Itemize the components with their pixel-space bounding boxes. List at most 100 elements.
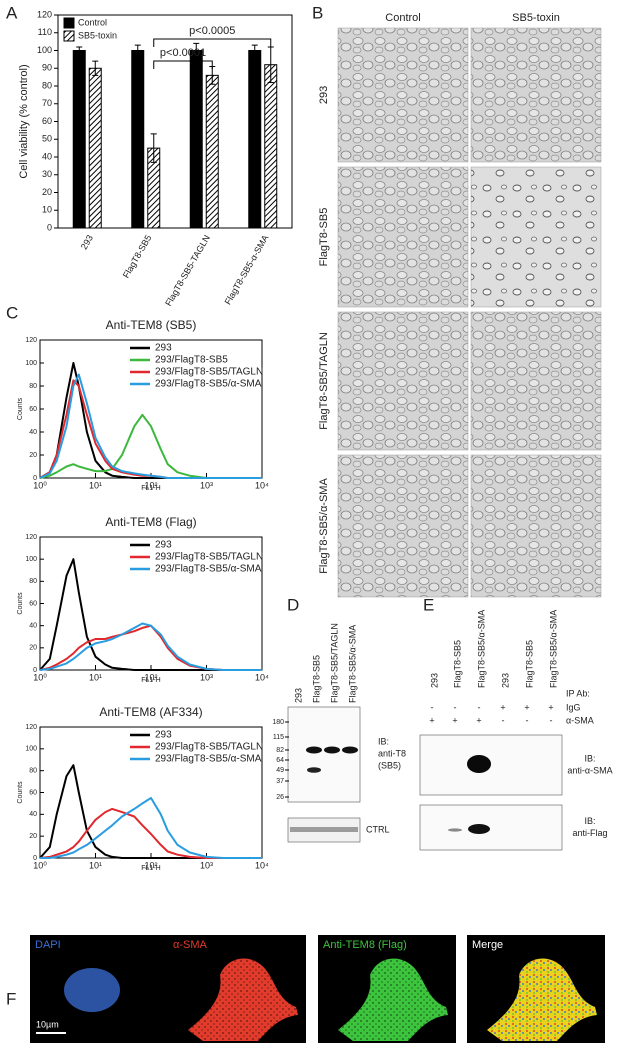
- mw-marker: 115: [273, 734, 284, 741]
- band: [468, 824, 490, 834]
- lane-label: FlagT8-SB5/α-SMA: [548, 610, 558, 688]
- legend-swatch: [63, 30, 75, 42]
- error-bar: [251, 44, 258, 57]
- x-tick-label: 10⁴: [255, 480, 269, 490]
- y-tick-label: 80: [42, 80, 52, 90]
- error-bar: [150, 133, 157, 163]
- ib-label: IB:: [378, 736, 389, 746]
- sign: +: [500, 702, 505, 712]
- chart-title: Anti-TEM8 (SB5): [106, 318, 197, 332]
- y-tick-label: 20: [29, 833, 37, 840]
- column-header: Control: [385, 12, 420, 24]
- bar: [72, 50, 86, 229]
- sign: -: [431, 702, 434, 712]
- legend-swatch: [63, 17, 75, 29]
- error-bar: [134, 44, 141, 57]
- band: [324, 746, 340, 754]
- histogram-line: [39, 622, 262, 671]
- lane-label: FlagT8-SB5/TAGLN: [329, 623, 339, 703]
- plot-frame: [39, 339, 263, 479]
- y-tick-label: 80: [29, 383, 37, 390]
- row-label: α-SMA: [566, 715, 594, 725]
- legend-label: SB5-toxin: [78, 30, 117, 40]
- y-tick-label: 40: [42, 151, 52, 161]
- y-tick-label: 100: [37, 45, 52, 55]
- band: [306, 746, 322, 754]
- row-label: 293: [318, 86, 330, 104]
- y-tick-label: 120: [25, 337, 37, 344]
- y-tick-label: 50: [42, 134, 52, 144]
- y-tick-label: 60: [29, 600, 37, 607]
- x-tick-label: FlagT8-SB5-TAGLN: [163, 233, 212, 308]
- y-tick-label: 120: [25, 534, 37, 541]
- y-tick-label: 120: [25, 724, 37, 731]
- legend-label: 293/FlagT8-SB5/TAGLN: [155, 367, 263, 378]
- band: [467, 755, 491, 773]
- x-tick-label: 10⁰: [33, 672, 47, 682]
- ib-label: IB:: [584, 753, 595, 763]
- y-tick-label: 20: [42, 187, 52, 197]
- nucleus: [64, 968, 120, 1012]
- y-axis-label: Counts: [17, 781, 24, 804]
- lane-label: FlagT8-SB5: [452, 640, 462, 688]
- micrograph: [337, 166, 469, 308]
- y-tick-label: 80: [29, 578, 37, 585]
- channel-label: Merge: [472, 939, 503, 951]
- micrograph: [470, 454, 602, 598]
- x-tick-label: 10²: [144, 480, 157, 490]
- histogram-line: [39, 558, 262, 671]
- lane-label: FlagT8-SB5: [524, 640, 534, 688]
- y-axis-label: Counts: [17, 397, 24, 420]
- x-tick-label: 10²: [144, 672, 157, 682]
- mw-marker: 180: [272, 719, 284, 726]
- x-tick-label: 10¹: [89, 672, 102, 682]
- band: [448, 828, 462, 832]
- band: [290, 827, 358, 832]
- panel-letter: A: [6, 3, 18, 22]
- row-label: FlagT8-SB5/TAGLN: [318, 332, 330, 430]
- band: [342, 746, 358, 754]
- ip-label: IP Ab:: [566, 688, 590, 698]
- y-tick-label: 60: [42, 116, 52, 126]
- panel-letter: B: [312, 3, 323, 22]
- y-tick-label: 40: [29, 623, 37, 630]
- micrograph: [337, 311, 469, 451]
- y-tick-label: 110: [38, 27, 52, 37]
- sign: +: [476, 715, 481, 725]
- legend-label: 293: [155, 343, 172, 354]
- sign: -: [478, 702, 481, 712]
- x-axis-label: FL1-H: [141, 865, 160, 872]
- error-bar: [193, 42, 200, 59]
- y-tick-label: 20: [29, 452, 37, 459]
- histogram-line: [40, 797, 262, 859]
- legend-label: 293: [155, 540, 172, 551]
- mw-marker: 64: [276, 757, 284, 764]
- micrograph: [470, 166, 602, 308]
- micrograph: [470, 27, 602, 163]
- cell-texture: [338, 958, 448, 1041]
- mw-marker: 82: [276, 747, 284, 754]
- y-tick-label: 60: [29, 789, 37, 796]
- x-tick-label: FlagT8-SB5: [121, 233, 154, 280]
- channel-label: α-SMA: [173, 939, 208, 951]
- blot: [419, 804, 563, 851]
- x-tick-label: 10⁴: [255, 860, 269, 870]
- bar: [131, 50, 145, 229]
- sign: +: [429, 715, 434, 725]
- y-tick-label: 100: [25, 360, 37, 367]
- legend-label: 293/FlagT8-SB5/TAGLN: [155, 552, 263, 563]
- blot: [287, 706, 361, 803]
- histogram-line: [39, 624, 262, 671]
- sign: -: [550, 715, 553, 725]
- y-tick-label: 40: [29, 429, 37, 436]
- x-tick-label: 293: [79, 233, 95, 251]
- annotation: p<0.0001: [160, 47, 206, 59]
- annotation: p<0.0005: [189, 25, 235, 37]
- panel-letter: C: [6, 303, 18, 322]
- scale-bar-label: 10µm: [36, 1019, 59, 1029]
- x-tick-label: FlagT8-SB5-α-SMA: [223, 233, 271, 306]
- micrograph: [337, 454, 469, 598]
- cell-texture: [188, 958, 298, 1041]
- band: [307, 767, 321, 773]
